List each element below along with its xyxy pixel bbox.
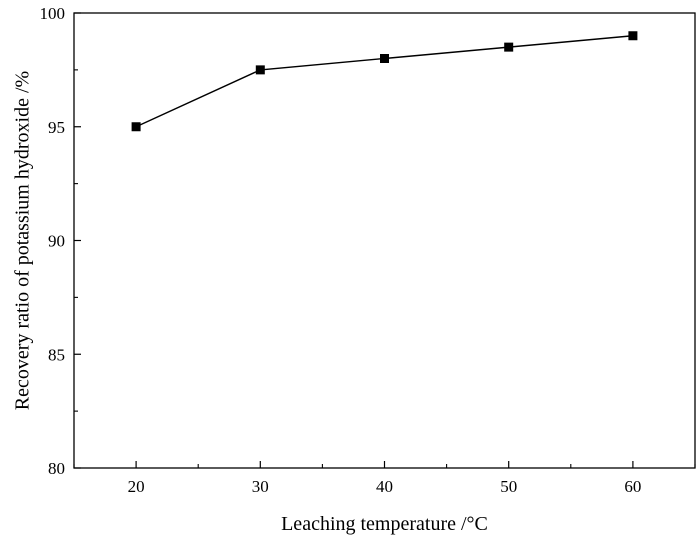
data-point xyxy=(131,122,141,132)
data-point xyxy=(628,31,638,41)
x-axis-ticks: 20 30 40 50 60 xyxy=(73,461,696,496)
y-tick-label: 100 xyxy=(40,4,66,23)
x-axis-title: Leaching temperature /°C xyxy=(281,513,488,535)
plot-frame xyxy=(73,12,696,469)
series-group xyxy=(131,31,638,132)
x-tick-label: 40 xyxy=(376,477,393,496)
x-tick-label: 60 xyxy=(624,477,641,496)
series-line xyxy=(135,35,633,128)
y-tick-label: 95 xyxy=(48,118,65,137)
data-point xyxy=(504,42,514,52)
y-tick-label: 80 xyxy=(48,459,65,478)
x-tick-label: 20 xyxy=(128,477,145,496)
x-tick-label: 30 xyxy=(252,477,269,496)
y-tick-label: 85 xyxy=(48,345,65,364)
data-point xyxy=(255,65,265,75)
y-axis-ticks: 80 85 90 95 100 xyxy=(40,4,81,478)
data-point xyxy=(380,54,389,63)
x-tick-label: 50 xyxy=(500,477,517,496)
y-axis-title: Recovery ratio of potassium hydroxide /% xyxy=(12,71,34,410)
y-tick-label: 90 xyxy=(48,232,65,251)
